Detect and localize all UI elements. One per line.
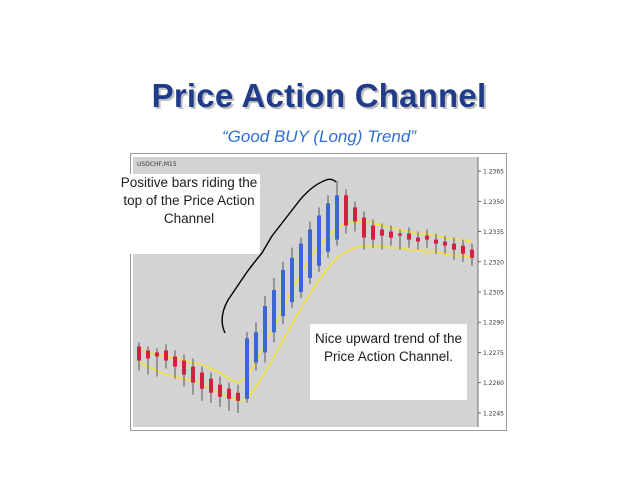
bear-candle-body xyxy=(416,237,420,242)
candle xyxy=(461,239,465,262)
y-tick-label: 1.2275 xyxy=(483,350,504,357)
candle xyxy=(209,372,213,403)
y-tick-label: 1.2245 xyxy=(483,410,504,417)
y-tick-label: 1.2350 xyxy=(483,199,504,206)
candle xyxy=(299,237,303,299)
candle xyxy=(263,296,267,363)
candle xyxy=(380,223,384,250)
bear-candle-body xyxy=(380,229,384,236)
curly-bracket xyxy=(221,178,337,334)
bear-candle-body xyxy=(344,195,348,226)
slide-subtitle: “Good BUY (Long) Trend” xyxy=(221,127,416,146)
bear-candle-body xyxy=(443,241,447,246)
bear-candle-body xyxy=(209,378,213,393)
bull-candle-body xyxy=(281,269,285,317)
channel-upper-line xyxy=(138,220,473,384)
bull-candle-body xyxy=(272,289,276,333)
y-axis: 1.2365 1.2350 1.2335 1.2320 1.2305 1.2290 1.22… xyxy=(478,169,504,417)
bear-candle-body xyxy=(362,217,366,238)
candle xyxy=(317,207,321,272)
candle xyxy=(425,229,429,248)
bull-candle-body xyxy=(245,338,249,399)
candle xyxy=(173,350,177,379)
bull-candle-body xyxy=(263,306,267,353)
candle xyxy=(407,227,411,248)
bear-candle-body xyxy=(191,366,195,383)
candle xyxy=(362,211,366,250)
bear-candle-body xyxy=(407,233,411,240)
bear-candle-body xyxy=(164,350,168,361)
candle xyxy=(218,376,222,407)
candle xyxy=(389,225,393,246)
candle xyxy=(371,219,375,248)
candle xyxy=(452,237,456,260)
candle xyxy=(254,322,258,371)
y-tick-label: 1.2365 xyxy=(483,169,504,176)
candles xyxy=(137,181,474,413)
candle xyxy=(335,181,339,246)
bull-candle-body xyxy=(308,229,312,278)
candle xyxy=(236,384,240,413)
positive-bars-callout: Positive bars riding the top of the Pric… xyxy=(118,174,260,254)
candle xyxy=(434,233,438,254)
bear-candle-body xyxy=(182,360,186,375)
y-tick-label: 1.2305 xyxy=(483,290,504,297)
candle xyxy=(353,201,357,232)
bull-candle-body xyxy=(299,243,303,292)
bull-candle-body xyxy=(317,215,321,266)
bear-candle-body xyxy=(200,372,204,389)
bear-candle-body xyxy=(461,245,465,254)
bear-candle-body xyxy=(470,249,474,258)
candle xyxy=(281,261,285,325)
candle xyxy=(164,344,168,369)
bear-candle-body xyxy=(173,356,177,367)
candle xyxy=(443,235,447,254)
y-tick-label: 1.2335 xyxy=(483,229,504,236)
symbol-label: USDCHF,M15 xyxy=(137,161,177,168)
bull-candle-body xyxy=(326,203,330,252)
bear-candle-body xyxy=(425,235,429,240)
candle xyxy=(155,348,159,377)
bear-candle-body xyxy=(137,346,141,361)
upward-trend-callout: Nice upward trend of the Price Action Ch… xyxy=(310,324,467,400)
slide-title: Price Action Channel xyxy=(151,77,487,114)
candle xyxy=(182,354,186,387)
y-tick-label: 1.2290 xyxy=(483,320,504,327)
candle xyxy=(191,358,195,395)
candle xyxy=(245,332,249,403)
bear-candle-body xyxy=(236,392,240,401)
bull-candle-body xyxy=(254,332,258,363)
candle xyxy=(416,231,420,250)
bear-candle-body xyxy=(389,231,393,238)
bear-candle-body xyxy=(146,350,150,359)
candle xyxy=(272,277,276,343)
bear-candle-body xyxy=(371,225,375,240)
candle xyxy=(137,342,141,371)
candle xyxy=(470,243,474,266)
y-tick-label: 1.2320 xyxy=(483,259,504,266)
candle xyxy=(344,189,348,234)
candle xyxy=(200,366,204,401)
bear-candle-body xyxy=(227,388,231,399)
bear-candle-body xyxy=(398,233,402,236)
candle xyxy=(227,382,231,411)
bear-candle-body xyxy=(353,207,357,222)
bear-candle-body xyxy=(434,239,438,244)
bull-candle-body xyxy=(290,257,294,303)
candle xyxy=(308,221,312,284)
candle xyxy=(290,247,294,309)
bear-candle-body xyxy=(452,243,456,250)
bear-candle-body xyxy=(155,352,159,357)
candle xyxy=(146,346,150,375)
y-tick-label: 1.2260 xyxy=(483,380,504,387)
candle xyxy=(326,195,330,258)
candle xyxy=(398,229,402,250)
bull-candle-body xyxy=(335,195,339,240)
bear-candle-body xyxy=(218,384,222,397)
